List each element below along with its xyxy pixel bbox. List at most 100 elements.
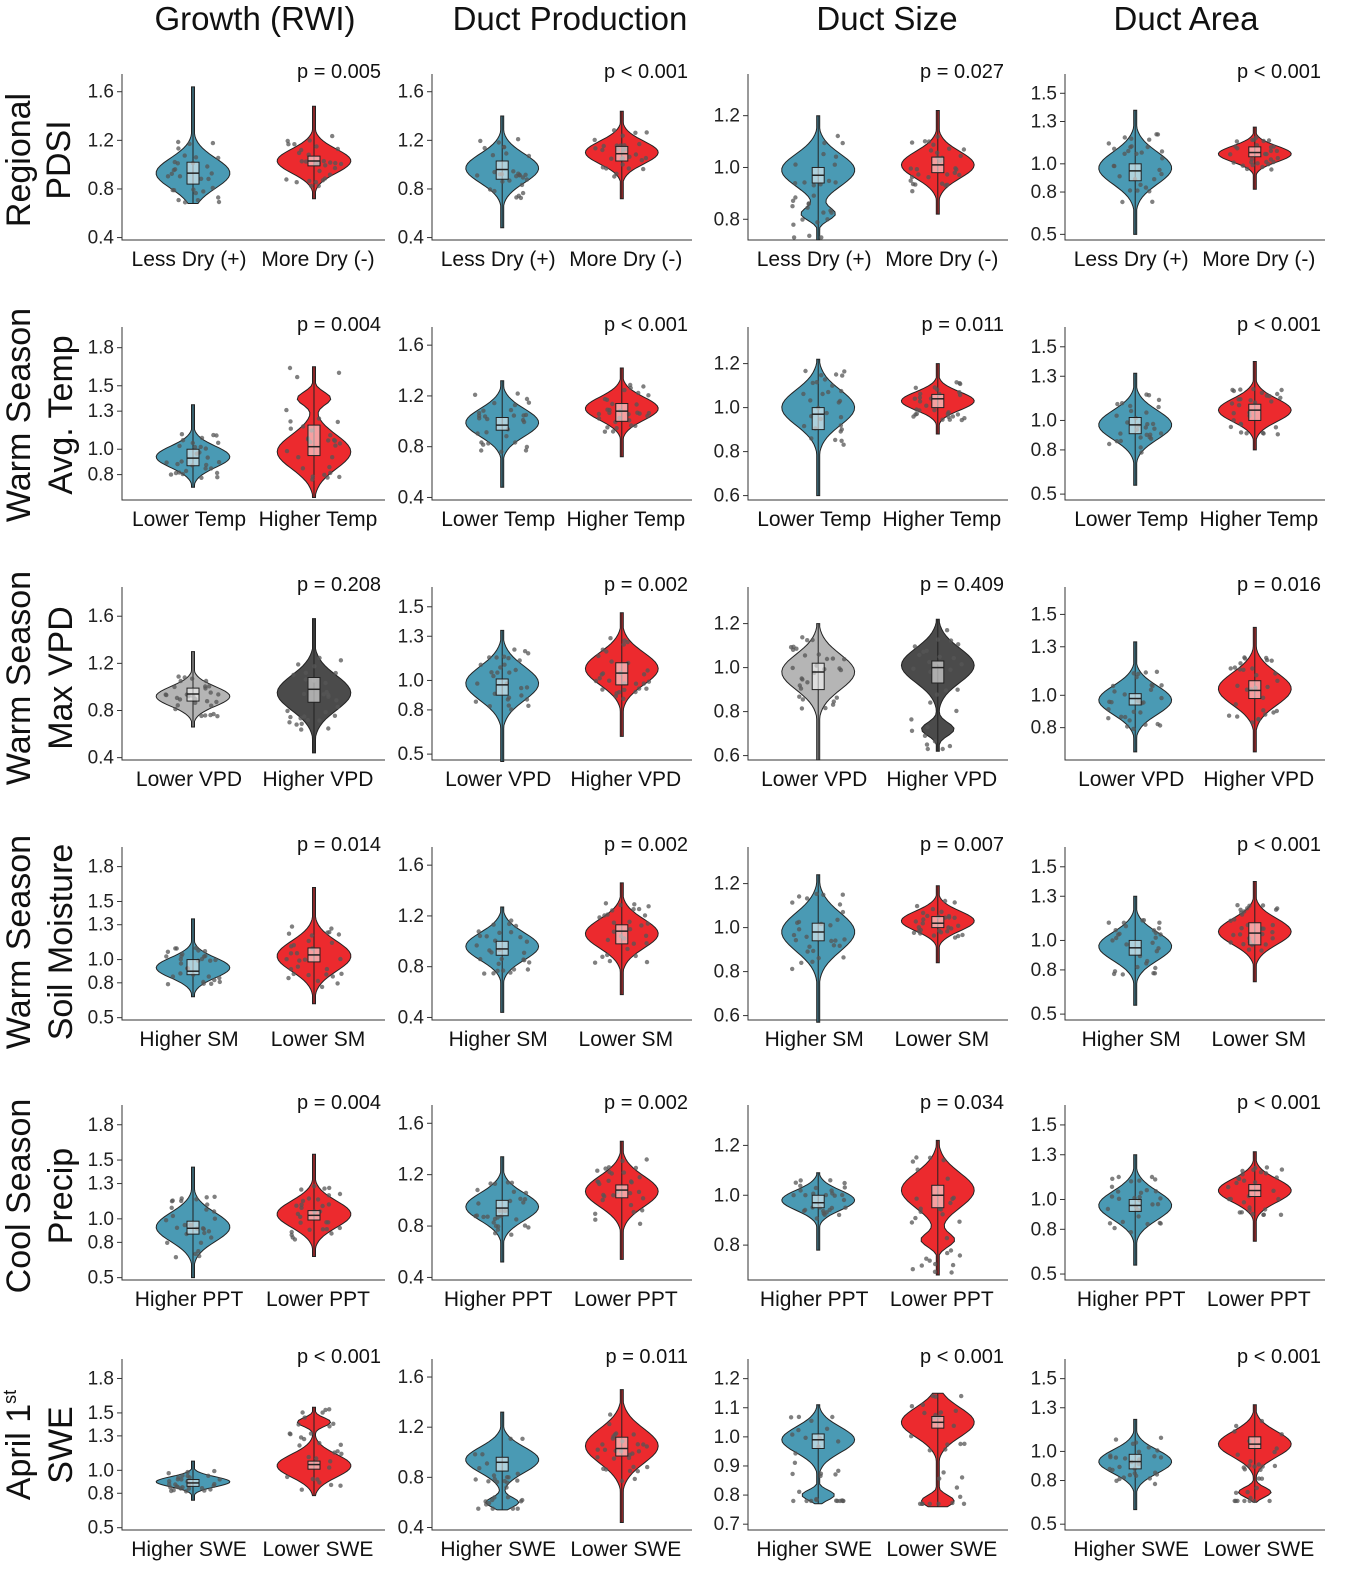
data-point [173, 1482, 178, 1487]
data-point [1136, 671, 1141, 676]
data-point [797, 694, 802, 699]
data-point [1226, 713, 1232, 718]
data-point [164, 954, 169, 959]
data-point [327, 1407, 332, 1412]
data-point [1125, 724, 1130, 729]
data-point [1135, 964, 1140, 970]
data-point [642, 913, 648, 918]
data-point [1244, 166, 1250, 172]
data-point [914, 1155, 919, 1160]
category-label: Higher SWE [756, 1538, 872, 1561]
row-title-4: Cool Season Precip [0, 1099, 80, 1294]
data-point [633, 1165, 639, 1171]
data-point [514, 195, 519, 200]
data-point [912, 396, 917, 401]
data-point [921, 649, 926, 654]
data-point [286, 975, 291, 981]
data-point [524, 396, 530, 402]
y-tick-label: 1.0 [1031, 1441, 1057, 1462]
data-point [1272, 1449, 1277, 1455]
data-point [1235, 683, 1240, 688]
data-point [1238, 387, 1243, 392]
data-point [836, 400, 841, 405]
data-point [840, 373, 845, 378]
data-point [805, 949, 810, 954]
data-point [523, 412, 529, 418]
data-point [637, 1221, 643, 1227]
y-tick-label: 1.8 [88, 857, 114, 878]
data-point [1261, 138, 1266, 144]
data-point [513, 923, 519, 929]
data-point [835, 133, 840, 139]
data-point [633, 423, 638, 428]
data-point [842, 369, 847, 374]
data-point [1149, 1174, 1155, 1180]
data-point [909, 1404, 915, 1409]
data-point [1259, 390, 1265, 395]
data-point [796, 927, 802, 932]
data-point [1150, 940, 1155, 945]
data-point [322, 1186, 327, 1191]
y-tick-label: 1.0 [714, 918, 740, 939]
data-point [791, 1498, 796, 1504]
data-point [328, 1459, 333, 1464]
data-point [1128, 408, 1134, 414]
data-point [492, 400, 497, 406]
data-point [790, 198, 796, 203]
y-tick-label: 1.3 [88, 401, 114, 422]
data-point [629, 1180, 634, 1185]
data-point [916, 172, 921, 177]
axis-lines [431, 587, 692, 761]
row-title-1: Warm Season Avg. Temp [0, 308, 80, 522]
data-point [173, 706, 178, 712]
data-point [910, 1267, 915, 1272]
y-tick-label: 0.7 [714, 1514, 740, 1535]
data-point [1159, 683, 1164, 688]
data-point [182, 200, 188, 205]
data-point [1238, 661, 1243, 666]
data-point [327, 172, 333, 177]
data-point [1240, 1168, 1245, 1174]
data-point [832, 1193, 837, 1198]
data-point [1254, 673, 1259, 678]
y-tick-label: 0.4 [398, 487, 425, 508]
data-point [1245, 1489, 1250, 1495]
data-point [478, 138, 483, 144]
row-title-line: Avg. Temp [42, 335, 80, 494]
data-point [839, 427, 844, 432]
data-point [180, 438, 186, 443]
data-point [603, 1467, 609, 1472]
data-point [509, 1180, 515, 1186]
data-point [1132, 1471, 1138, 1476]
data-point [1268, 157, 1274, 162]
y-tick-label: 1.1 [714, 1398, 740, 1419]
y-tick-label: 1.6 [88, 606, 114, 627]
data-point [482, 145, 487, 151]
data-point [1242, 656, 1248, 661]
data-point [962, 1441, 967, 1447]
data-point [175, 461, 180, 467]
data-point [312, 664, 317, 669]
category-label: Lower PPT [1207, 1288, 1311, 1311]
data-point [526, 1225, 531, 1230]
data-point [1125, 420, 1130, 425]
data-point [289, 924, 295, 929]
data-point [788, 1415, 794, 1420]
data-point [948, 667, 953, 672]
data-point [1241, 1178, 1247, 1183]
data-point [1116, 1196, 1122, 1202]
data-point [499, 956, 504, 962]
data-point [939, 909, 944, 914]
data-point [488, 1181, 493, 1186]
data-point [945, 172, 950, 177]
data-point [1250, 162, 1255, 168]
data-point [206, 176, 211, 182]
data-point [641, 1442, 646, 1447]
data-point [193, 700, 198, 705]
data-point [830, 656, 836, 661]
data-point [289, 1229, 294, 1235]
y-tick-label: 0.8 [1031, 960, 1057, 981]
data-point [1147, 189, 1152, 194]
data-point [954, 167, 959, 172]
